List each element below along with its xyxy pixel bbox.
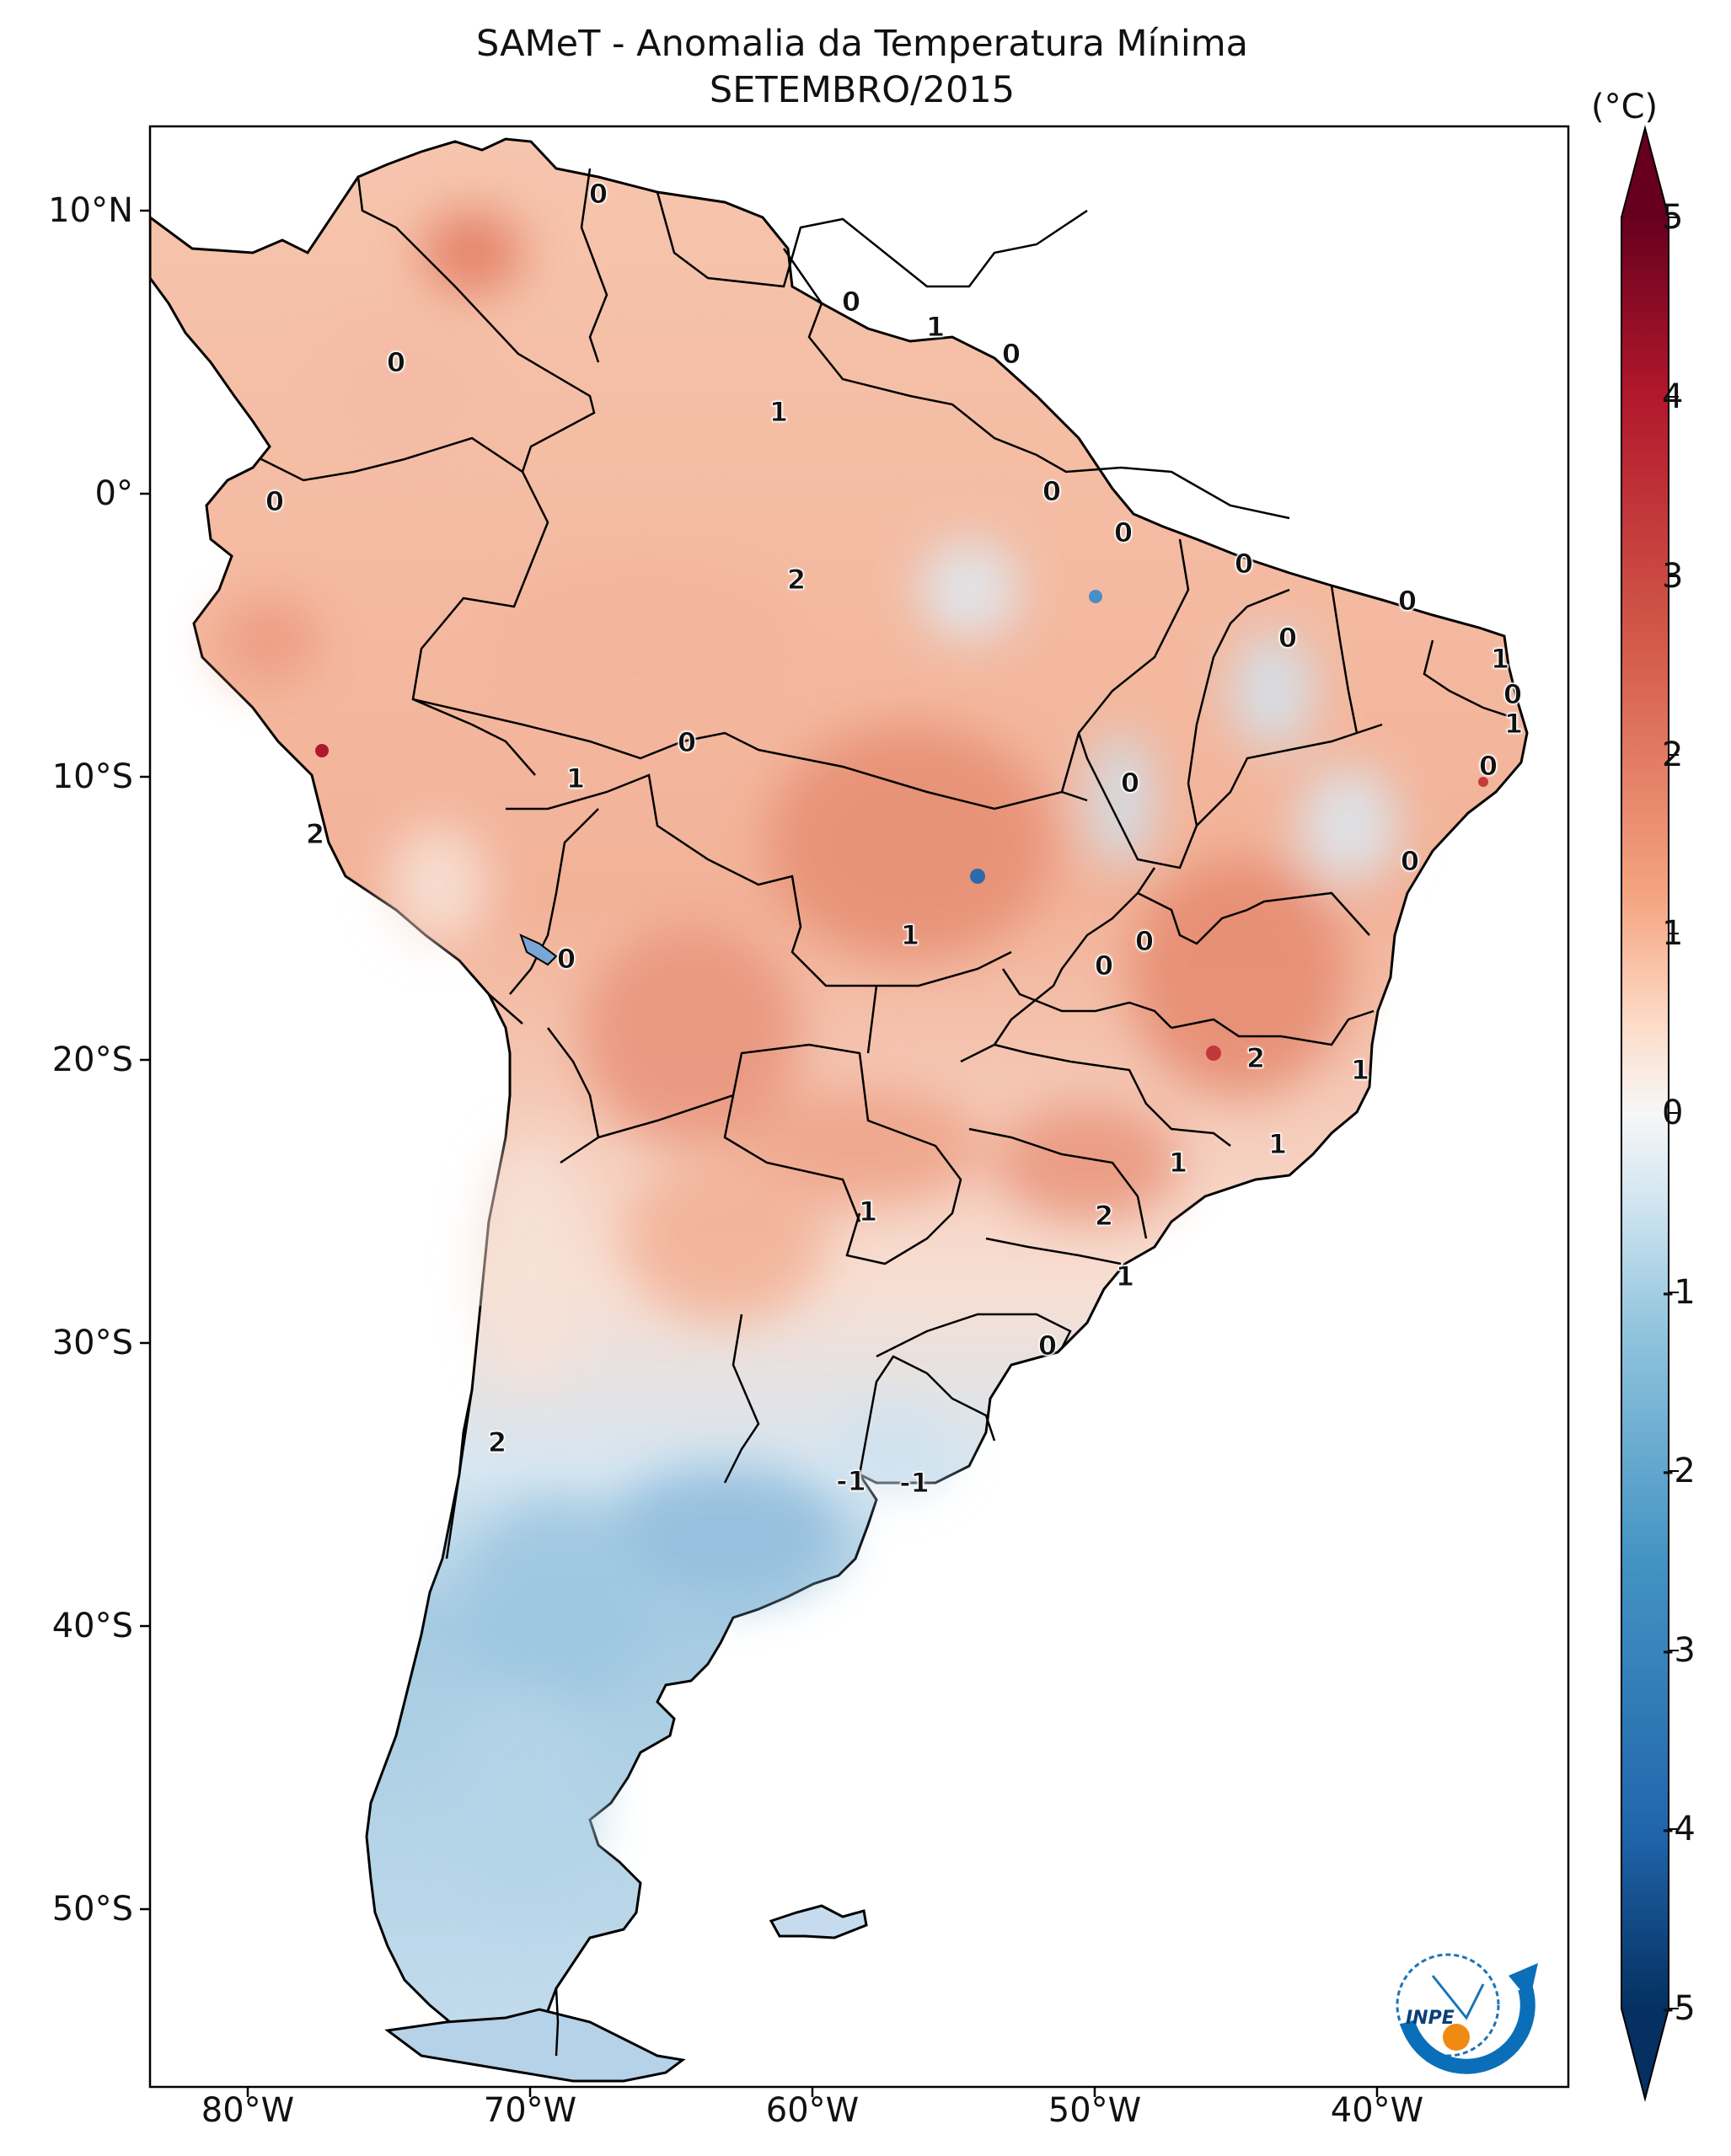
contour-label: 0 [1234, 548, 1254, 580]
lat-label: 50°S [51, 1890, 133, 1929]
contour-label: 0 [556, 943, 576, 976]
lat-label: 10°S [51, 757, 133, 796]
logo-text: INPE [1406, 2008, 1455, 2029]
contour-label: 1 [925, 311, 946, 344]
contour-label: 2 [1094, 1200, 1114, 1233]
lon-label: 80°W [201, 2091, 295, 2130]
contour-label: 2 [786, 564, 807, 597]
contour-label: 0 [1113, 516, 1133, 549]
contour-label: 2 [487, 1426, 507, 1459]
colorbar-tick-label: -2 [1662, 1452, 1696, 1490]
colorbar [1621, 125, 1679, 2102]
contour-label: 0 [841, 286, 861, 318]
contour-label: 1 [1490, 643, 1510, 676]
lake-titicaca [519, 934, 558, 966]
lat-label: 10°N [48, 191, 133, 230]
colorbar-tick-label: 1 [1662, 914, 1684, 953]
contour-label: 0 [1094, 950, 1114, 982]
contour-label: 0 [1134, 925, 1155, 958]
colorbar-tick-label: 4 [1662, 377, 1684, 416]
lat-label: 20°S [51, 1041, 133, 1079]
political-borders [260, 168, 1509, 2057]
lon-label: 60°W [765, 2091, 860, 2130]
contour-label: 0 [386, 346, 406, 379]
contour-label: 0 [1400, 845, 1420, 878]
colorbar-tick-label: 5 [1662, 198, 1684, 237]
colorbar-max-arrow [1621, 128, 1669, 217]
anomaly-spots [315, 590, 1488, 1061]
contour-label: -1 [836, 1465, 867, 1498]
contour-label: 1 [565, 762, 586, 795]
lat-label: 30°S [51, 1324, 133, 1362]
contour-label: 1 [900, 919, 920, 952]
contour-label: 1 [1503, 708, 1524, 741]
contour-label: 0 [677, 726, 697, 759]
falkland-islands [769, 1904, 868, 1939]
lon-label: 40°W [1330, 2091, 1424, 2130]
contour-label: 0 [1042, 475, 1062, 508]
colorbar-tick-label: -5 [1662, 1989, 1696, 2028]
contour-label: 0 [588, 178, 608, 211]
anomaly-field [219, 211, 1399, 1904]
contour-label: 1 [1350, 1054, 1370, 1087]
contour-label: 0 [1001, 338, 1021, 371]
contour-label: 0 [1278, 622, 1298, 655]
contour-label: 1 [1168, 1147, 1188, 1180]
tierra-del-fuego [384, 2008, 686, 2083]
contour-label: 0 [1397, 585, 1417, 618]
chart-subtitle: SETEMBRO/2015 [709, 69, 1016, 111]
colorbar-tick-label: 2 [1662, 736, 1684, 774]
colorbar-tick-label: -3 [1662, 1631, 1696, 1670]
colorbar-tick-label: -1 [1662, 1273, 1696, 1312]
contour-label: 1 [769, 396, 789, 429]
colorbar-tick-label: 0 [1662, 1094, 1684, 1132]
contour-label: 2 [1246, 1042, 1266, 1075]
chart-title: SAMeT - Anomalia da Temperatura Mínima [476, 23, 1248, 65]
colorbar-tick-label: -4 [1662, 1810, 1696, 1848]
contour-label: 0 [1503, 678, 1523, 711]
contour-label: 0 [265, 485, 285, 518]
colorbar-unit: (°C) [1591, 88, 1659, 126]
contour-label: 0 [1478, 750, 1498, 783]
contour-label: 1 [1267, 1128, 1288, 1161]
contour-label: 0 [1120, 767, 1140, 800]
lon-label: 70°W [483, 2091, 577, 2130]
contour-label: 2 [305, 818, 325, 851]
lat-label: 40°S [51, 1607, 133, 1645]
contour-label: 0 [1037, 1329, 1058, 1362]
contour-label: -1 [899, 1467, 930, 1500]
colorbar-min-arrow [1621, 2009, 1669, 2099]
contour-label: 1 [858, 1196, 878, 1228]
inpe-logo: INPE [1396, 1953, 1538, 2074]
lon-label: 50°W [1048, 2091, 1142, 2130]
colorbar-tick-label: 3 [1662, 557, 1684, 596]
contour-label: 1 [1115, 1260, 1135, 1293]
axis-ticks [140, 209, 1379, 2097]
lat-label: 0° [94, 474, 133, 513]
